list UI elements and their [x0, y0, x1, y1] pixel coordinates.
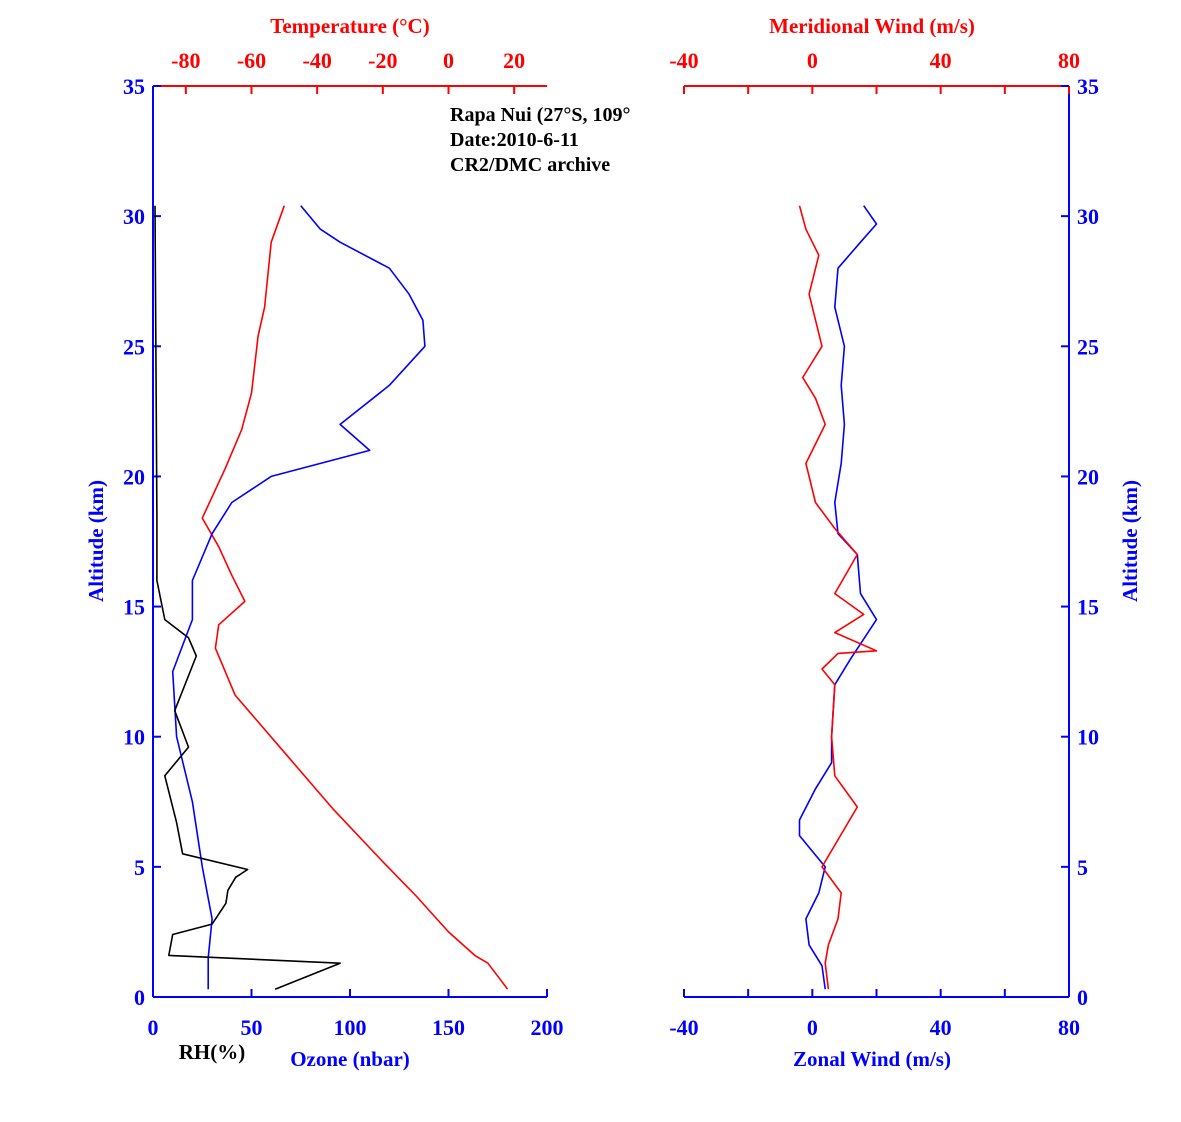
x-top-axis-title: Temperature (°C) — [270, 14, 429, 38]
x-top-tick-label: -80 — [171, 48, 200, 73]
x-bottom-axis-title: Zonal Wind (m/s) — [793, 1047, 951, 1071]
y-tick-label: 35 — [123, 74, 145, 99]
y-tick-label: 30 — [1077, 204, 1099, 229]
x-top-tick-label: -60 — [237, 48, 266, 73]
y-tick-label: 5 — [134, 855, 145, 880]
series-line-zonal-wind-m-s — [798, 205, 878, 990]
series-line-meridional-wind-m-s — [798, 205, 878, 990]
x-bottom-axis-title: Ozone (nbar) — [290, 1047, 410, 1071]
x-bottom-tick-label: 80 — [1058, 1015, 1080, 1040]
x-bottom-tick-label: 200 — [531, 1015, 564, 1040]
x-top-tick-label: 0 — [807, 48, 818, 73]
x-top-tick-label: 80 — [1058, 48, 1080, 73]
x-bottom-tick-label: 50 — [241, 1015, 263, 1040]
date-annotation: Date:2010-6-11 — [450, 129, 579, 151]
x-bottom-tick-label: 100 — [334, 1015, 367, 1040]
x-top-tick-label: -40 — [303, 48, 332, 73]
series-line-temperature-c — [201, 205, 509, 990]
x-top-tick-label: 20 — [503, 48, 525, 73]
x-bottom-tick-label: -40 — [669, 1015, 698, 1040]
x-top-tick-label: 40 — [930, 48, 952, 73]
x-bottom-tick-label: 0 — [148, 1015, 159, 1040]
station-annotation: Rapa Nui (27°S, 109° — [450, 104, 630, 126]
series-line-rh — [154, 205, 341, 990]
y-tick-label: 10 — [1077, 725, 1099, 750]
y-tick-label: 10 — [123, 725, 145, 750]
y-tick-label: 35 — [1077, 74, 1099, 99]
y-tick-label: 20 — [123, 464, 145, 489]
x-bottom-tick-label: 0 — [807, 1015, 818, 1040]
y-axis-title: Altitude (km) — [1118, 480, 1142, 602]
archive-annotation: CR2/DMC archive — [450, 154, 610, 176]
series-line-ozone-nbar — [171, 205, 426, 990]
y-tick-label: 25 — [123, 334, 145, 359]
y-tick-label: 15 — [1077, 595, 1099, 620]
x-top-axis-title: Meridional Wind (m/s) — [769, 14, 975, 38]
y-axis-title: Altitude (km) — [84, 480, 108, 602]
chart-panel-2: -40 0 40 80 -40 0 40 80 0 5 10 15 20 25 30 35 Meridional… — [669, 14, 1142, 1071]
y-tick-label: 0 — [134, 985, 145, 1010]
annotation-block: Rapa Nui (27°S, 109° Date:2010-6-11 CR2/… — [450, 104, 630, 176]
x-top-tick-label: -40 — [669, 48, 698, 73]
x-bottom-tick-label: 150 — [432, 1015, 465, 1040]
x-top-tick-label: -20 — [368, 48, 397, 73]
y-tick-label: 20 — [1077, 464, 1099, 489]
y-tick-label: 30 — [123, 204, 145, 229]
rh-axis-title: RH(%) — [179, 1040, 246, 1064]
x-top-tick-label: 0 — [443, 48, 454, 73]
y-tick-label: 25 — [1077, 334, 1099, 359]
x-bottom-tick-label: 40 — [930, 1015, 952, 1040]
y-tick-label: 0 — [1077, 985, 1088, 1010]
y-tick-label: 5 — [1077, 855, 1088, 880]
y-tick-label: 15 — [123, 595, 145, 620]
chart-panel-1: 0 50 100 150 200-80 -60 -40 -20 0 200510152025303… — [84, 14, 564, 1071]
